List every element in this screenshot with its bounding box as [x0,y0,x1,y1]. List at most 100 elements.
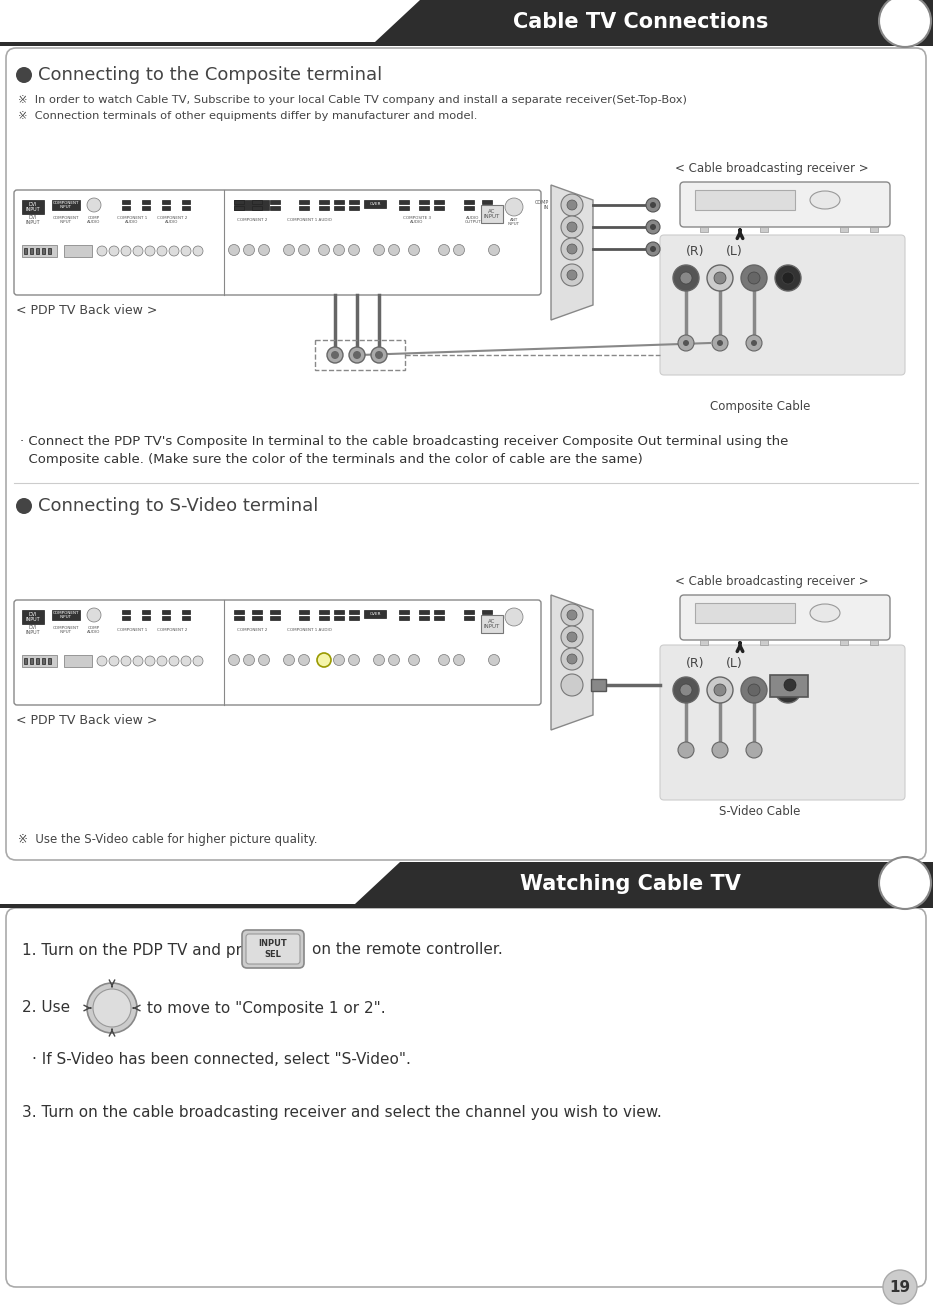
Circle shape [439,655,450,665]
Bar [122,207,130,210]
Text: ANT
INPUT: ANT INPUT [508,218,520,226]
Circle shape [567,610,577,620]
Circle shape [258,655,270,665]
Bar [299,200,309,204]
Bar [182,200,190,204]
Circle shape [751,340,757,346]
FancyBboxPatch shape [660,644,905,800]
Bar [270,207,280,210]
Circle shape [409,655,420,665]
Circle shape [680,684,692,697]
Text: Connecting to the Composite terminal: Connecting to the Composite terminal [38,65,383,84]
Polygon shape [551,595,593,731]
Bar [315,340,405,370]
Circle shape [714,684,726,697]
Circle shape [646,197,660,212]
Circle shape [782,684,794,697]
Bar [36,657,39,664]
Circle shape [87,983,137,1033]
Bar [24,248,27,254]
Bar [299,616,309,620]
Bar [48,248,51,254]
Circle shape [16,67,32,84]
Circle shape [673,265,699,291]
FancyBboxPatch shape [680,182,890,227]
Circle shape [707,677,733,703]
Text: AC
INPUT: AC INPUT [484,618,500,630]
Text: COMPONENT 1
AUDIO: COMPONENT 1 AUDIO [117,216,147,225]
Bar [234,610,244,614]
Circle shape [181,246,191,256]
Bar [870,640,878,644]
Bar [334,200,344,204]
Bar [234,207,244,210]
Circle shape [489,655,499,665]
Circle shape [87,197,101,212]
Bar [162,200,170,204]
Bar [42,657,45,664]
Bar [252,207,262,210]
Circle shape [133,656,143,667]
Bar [52,610,80,620]
Text: Watching Cable TV: Watching Cable TV [520,874,741,894]
Text: < Cable broadcasting receiver >: < Cable broadcasting receiver > [675,575,869,588]
Text: COMP
IN: COMP IN [535,200,549,210]
Circle shape [258,244,270,255]
Circle shape [87,608,101,622]
Bar [0,0,933,42]
Bar [234,200,244,204]
Circle shape [680,272,692,284]
FancyBboxPatch shape [242,931,304,968]
Circle shape [16,498,32,514]
Bar [0,42,933,46]
Bar [840,640,848,644]
Bar [42,248,45,254]
Bar [399,200,409,204]
Bar [434,610,444,614]
Bar [162,610,170,614]
Circle shape [650,203,656,208]
Circle shape [109,656,119,667]
Text: COMP
AUDIO: COMP AUDIO [88,216,101,225]
Bar [182,207,190,210]
Text: < PDP TV Back view >: < PDP TV Back view > [16,305,158,318]
Bar [182,610,190,614]
Circle shape [561,648,583,670]
Bar [52,200,80,210]
Bar [22,244,57,257]
Bar [399,207,409,210]
Circle shape [489,244,499,255]
Circle shape [646,242,660,256]
Bar [64,244,92,257]
Text: COMPONENT 1: COMPONENT 1 [117,627,147,633]
Circle shape [505,197,523,216]
FancyBboxPatch shape [6,908,926,1287]
Bar [142,200,150,204]
Bar [349,610,359,614]
Circle shape [782,272,794,284]
Bar [270,200,280,204]
Bar [162,207,170,210]
Bar [234,616,244,620]
FancyBboxPatch shape [6,48,926,860]
Text: < Cable broadcasting receiver >: < Cable broadcasting receiver > [675,162,869,175]
Bar [349,207,359,210]
Bar [434,616,444,620]
Bar [840,227,848,233]
Text: (L): (L) [726,246,743,259]
Circle shape [244,244,255,255]
Circle shape [353,352,361,359]
Circle shape [712,742,728,758]
Bar [700,640,708,644]
Text: · Connect the PDP TV's Composite In terminal to the cable broadcasting receiver : · Connect the PDP TV's Composite In term… [20,435,788,448]
Circle shape [561,674,583,697]
Circle shape [299,655,310,665]
Circle shape [567,271,577,280]
Text: COMPOSITE 3
AUDIO: COMPOSITE 3 AUDIO [403,216,431,225]
Bar [770,674,808,697]
Circle shape [746,335,762,352]
Bar [419,207,429,210]
Circle shape [318,244,329,255]
Text: COMP
AUDIO: COMP AUDIO [88,626,101,634]
Bar [30,657,33,664]
